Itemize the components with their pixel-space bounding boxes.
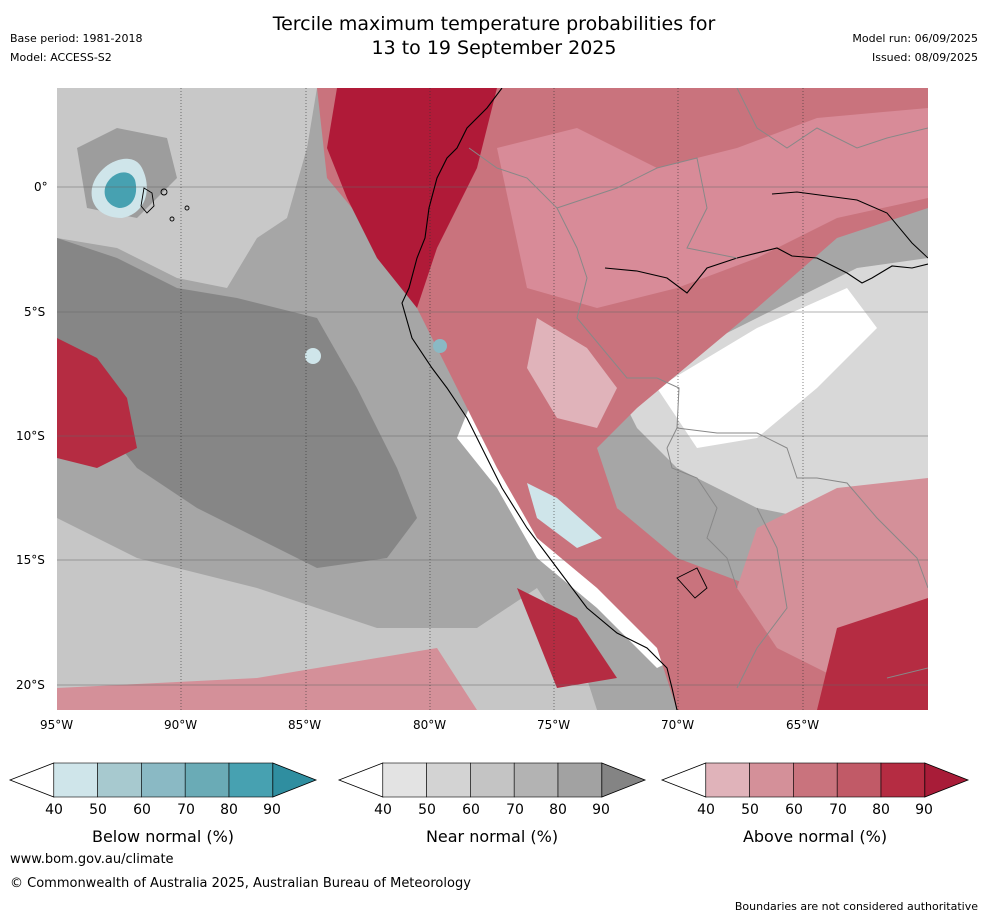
- colorbar-label-below: Below normal (%): [91, 827, 235, 846]
- model-text: Model: ACCESS-S2: [10, 51, 112, 64]
- cb-below-tick: 50: [89, 802, 107, 818]
- colorbar-segment: [749, 762, 794, 798]
- lat-label: 10°S: [16, 429, 45, 443]
- above-normal-south-east-90: [817, 598, 928, 710]
- below-normal-spot-west: [305, 348, 321, 364]
- copyright-text: © Commonwealth of Australia 2025, Austra…: [10, 876, 471, 891]
- cb-above-tick: 40: [697, 802, 715, 818]
- lon-label: 95°W: [40, 718, 74, 732]
- lon-label: 75°W: [537, 718, 571, 732]
- colorbar-segment: [705, 762, 750, 798]
- cb-above-tick: 80: [872, 802, 890, 818]
- lake-titicaca: [676, 567, 708, 599]
- above-normal-50-region: [527, 318, 617, 428]
- colorbar-segment: [382, 762, 427, 798]
- cb-above-tick: 50: [741, 802, 759, 818]
- colorbar-segment: [470, 762, 515, 798]
- cb-below-tick: 90: [263, 802, 281, 818]
- colorbar-segment: [793, 762, 838, 798]
- colorbar-above-normal: [660, 762, 970, 798]
- coastline-south-america: [401, 88, 678, 710]
- cb-above-tick: 90: [915, 802, 933, 818]
- title-line-2: 13 to 19 September 2025: [371, 37, 617, 59]
- cb-below-tick: 60: [133, 802, 151, 818]
- colorbar-segment: [557, 762, 603, 798]
- model-run-text: Model run: 06/09/2025: [852, 32, 978, 45]
- cb-above-tick: 70: [829, 802, 847, 818]
- colorbar-segment: [880, 762, 926, 798]
- country-boundaries: [468, 88, 928, 689]
- colorbar-left-extend: [337, 762, 384, 798]
- probability-map: [57, 88, 928, 710]
- colorbar-label-near: Near normal (%): [425, 827, 559, 846]
- cb-near-tick: 90: [592, 802, 610, 818]
- colorbar-legend: [8, 762, 970, 798]
- colorbar-segment: [141, 762, 186, 798]
- latitude-grid: [57, 186, 928, 686]
- above-normal-60-region: [497, 108, 928, 308]
- cb-near-tick: 60: [462, 802, 480, 818]
- colorbar-right-extend: [601, 762, 647, 798]
- lat-label: 5°S: [24, 305, 46, 319]
- cb-below-tick: 70: [177, 802, 195, 818]
- lon-label: 80°W: [413, 718, 447, 732]
- lon-label: 85°W: [288, 718, 322, 732]
- near-normal-60-region-south: [57, 518, 597, 710]
- colorbar-right-extend: [272, 762, 318, 798]
- title-line-1: Tercile maximum temperature probabilitie…: [272, 13, 716, 35]
- colorbar-segment: [228, 762, 274, 798]
- website-link[interactable]: www.bom.gov.au/climate: [10, 852, 174, 867]
- river-north: [771, 191, 928, 259]
- lat-label: 15°S: [16, 553, 45, 567]
- colorbar-segment: [513, 762, 559, 798]
- colorbar-below-normal: [8, 762, 318, 798]
- colorbar-right-extend: [924, 762, 970, 798]
- colorbar-segment: [53, 762, 98, 798]
- lat-label: 20°S: [16, 678, 45, 692]
- colorbar-segment: [184, 762, 230, 798]
- cb-above-tick: 60: [785, 802, 803, 818]
- lon-label: 70°W: [661, 718, 695, 732]
- galapagos-islands: [140, 187, 190, 222]
- above-normal-south-west: [57, 648, 477, 710]
- above-normal-90-region: [327, 88, 497, 308]
- colorbar-near-normal: [337, 762, 647, 798]
- disclaimer-text: Boundaries are not considered authoritat…: [734, 900, 978, 913]
- cb-below-tick: 80: [220, 802, 238, 818]
- cb-near-tick: 80: [549, 802, 567, 818]
- cb-below-tick: 40: [45, 802, 63, 818]
- cb-near-tick: 40: [374, 802, 392, 818]
- base-period-text: Base period: 1981-2018: [10, 32, 143, 45]
- below-threshold-east: [657, 288, 877, 448]
- amazon-river: [604, 247, 928, 294]
- cb-near-tick: 50: [418, 802, 436, 818]
- below-normal-galapagos-80: [104, 172, 137, 208]
- lon-label: 90°W: [164, 718, 198, 732]
- map-title: Tercile maximum temperature probabilitie…: [0, 12, 988, 60]
- colorbar-segment: [836, 762, 882, 798]
- colorbar-segment: [426, 762, 471, 798]
- below-normal-peru-inland: [527, 483, 602, 548]
- above-normal-west-region: [57, 338, 137, 468]
- lat-label: 0°: [34, 180, 48, 194]
- near-normal-90-region: [57, 238, 417, 568]
- colorbar-label-above: Above normal (%): [742, 827, 888, 846]
- issued-text: Issued: 08/09/2025: [871, 51, 978, 64]
- colorbar-left-extend: [660, 762, 707, 798]
- cb-near-tick: 70: [506, 802, 524, 818]
- colorbar-left-extend: [8, 762, 55, 798]
- lon-label: 65°W: [786, 718, 820, 732]
- above-normal-peru-coast: [517, 588, 617, 688]
- below-normal-spot-coast: [433, 339, 447, 353]
- colorbar-segment: [97, 762, 142, 798]
